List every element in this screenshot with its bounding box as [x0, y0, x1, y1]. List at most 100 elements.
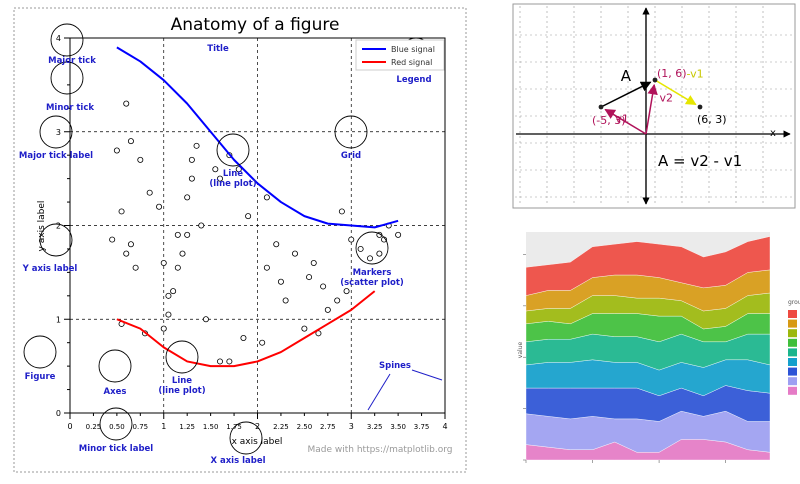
y-major-tick-label: 1: [56, 315, 61, 324]
scatter-marker: [188, 156, 195, 163]
annotation-minor-tick-label: Minor tick label: [79, 444, 154, 454]
scatter-marker: [174, 264, 181, 271]
annotation-line: Line: [172, 376, 192, 386]
annotation-line: Minor tick label: [79, 444, 154, 454]
scatter-marker: [212, 166, 219, 173]
scatter-marker: [301, 325, 308, 332]
vector-A: [600, 81, 652, 108]
annotation-line: Spines: [379, 361, 411, 371]
annotation-line: Major tick: [48, 56, 96, 66]
vector-v1: [604, 108, 647, 135]
area-legend-swatch: [788, 338, 797, 347]
annotation-line: (scatter plot): [340, 278, 404, 288]
annotation-line: Y axis label: [22, 264, 78, 274]
legend: Blue signal Red signal: [355, 39, 445, 71]
scatter-marker: [240, 334, 247, 341]
area-y-axis-label: value: [517, 341, 524, 358]
vector-label-v1: v1: [615, 112, 629, 125]
area-legend-swatch: [788, 377, 797, 386]
y-major-tick-label: 2: [56, 222, 61, 231]
scatter-marker: [198, 222, 205, 229]
scatter-marker: [170, 288, 177, 295]
annotation-major-tick-label: Major tick label: [19, 151, 93, 161]
x-minor-tick-label: 3.25: [367, 423, 383, 431]
scatter-marker: [273, 241, 280, 248]
red-signal-line: [116, 290, 376, 368]
scatter-marker: [282, 297, 289, 304]
x-minor-tick-label: 1.50: [203, 423, 219, 431]
scatter-marker: [127, 241, 134, 248]
anatomy-chart-svg: 0 1 2 3 40.25 0.50 0.75 1.25 1.50 1.75 2.25 2.50 2.7…: [13, 7, 467, 473]
annotation-y-axis-label: Y axis label: [22, 264, 78, 274]
annotation-figure: Figure: [25, 372, 56, 382]
annotation-circle-axes: [98, 349, 132, 383]
scatter-marker: [263, 194, 270, 201]
scatter-marker: [291, 250, 298, 257]
scatter-marker: [123, 100, 130, 107]
legend-box: [355, 39, 445, 71]
spine-pointer-left: [367, 373, 391, 411]
scatter-marker: [188, 175, 195, 182]
scatter-marker: [395, 231, 402, 238]
annotation-major-tick: Major tick: [48, 56, 96, 66]
scatter-marker: [184, 231, 191, 238]
x-minor-tick-label: 0.25: [86, 423, 102, 431]
scatter-marker: [160, 325, 167, 332]
area-legend-swatch: [788, 348, 797, 357]
annotation-minor-tick: Minor tick: [46, 103, 94, 113]
scatter-marker: [174, 231, 181, 238]
anatomy-figure: 0 1 2 3 4 0.25 0.50 0.75 1.25 1.50 1.75 2.25 2.50 2.7…: [13, 7, 467, 473]
x-minor-tick-label: 2.25: [273, 423, 289, 431]
annotation-circle-major-tick-label: [39, 115, 73, 149]
scatter-marker: [216, 175, 223, 182]
area-layer-9: [525, 236, 771, 296]
scatter-marker: [235, 166, 242, 173]
annotation-grid: Grid: [341, 151, 361, 161]
scatter-marker: [245, 213, 252, 220]
annotation-line: Markers: [353, 268, 392, 278]
annotation-circle-major-tick: [50, 23, 84, 57]
x-minor-tick-label: 3.75: [414, 423, 430, 431]
annotation-circle-minor-tick: [50, 61, 84, 95]
annotation-line-top: Line (line plot): [209, 169, 256, 189]
annotation-circle-y-axis-label: [39, 223, 73, 257]
vector-equation: A = v2 - v1: [658, 152, 742, 170]
y-major-tick-label: 0: [56, 409, 61, 418]
chart-title: Anatomy of a figure: [171, 15, 340, 35]
x-major-tick-label: 1: [161, 422, 166, 431]
annotation-circle-x-axis-label: [229, 421, 263, 455]
scatter-marker: [357, 245, 364, 252]
scatter-marker: [216, 358, 223, 365]
scatter-marker: [146, 189, 153, 196]
scatter-marker: [310, 259, 317, 266]
annotation-line: Axes: [104, 387, 127, 397]
x-major-tick-label: 4: [442, 422, 447, 431]
scatter-marker: [193, 142, 200, 149]
scatter-marker: [127, 138, 134, 145]
scatter-marker: [348, 236, 355, 243]
scatter-marker: [160, 259, 167, 266]
annotation-x-axis-label: X axis label: [210, 456, 265, 466]
annotation-circle-grid: [334, 115, 368, 149]
x-minor-tick-label: 0.50: [109, 423, 125, 431]
area-legend-swatch: [788, 367, 797, 376]
scatter-marker: [226, 358, 233, 365]
x-major-tick-label: 3: [349, 422, 354, 431]
scatter-marker: [259, 339, 266, 346]
legend-label-blue: Blue signal: [391, 45, 435, 54]
scatter-marker: [165, 292, 172, 299]
y-major-tick-label: 4: [56, 34, 61, 43]
x-minor-tick-label: 1.25: [179, 423, 195, 431]
annotation-line: Minor tick: [46, 103, 94, 113]
vector-chart-svg: Av1 v2 -v1 (-5, 3) (1, 6) (6, 3) x A = v2 - …: [512, 3, 796, 209]
vector-point-label: (-5, 3): [592, 114, 626, 127]
annotation-line: Grid: [341, 151, 361, 161]
annotation-line: (line plot): [158, 386, 205, 396]
scatter-marker: [306, 274, 313, 281]
scatter-marker: [132, 264, 139, 271]
vector-v2: [645, 83, 658, 135]
vector-point: [697, 104, 703, 110]
x-minor-tick-label: 2.50: [297, 423, 313, 431]
area-legend-title: group: [788, 299, 800, 306]
